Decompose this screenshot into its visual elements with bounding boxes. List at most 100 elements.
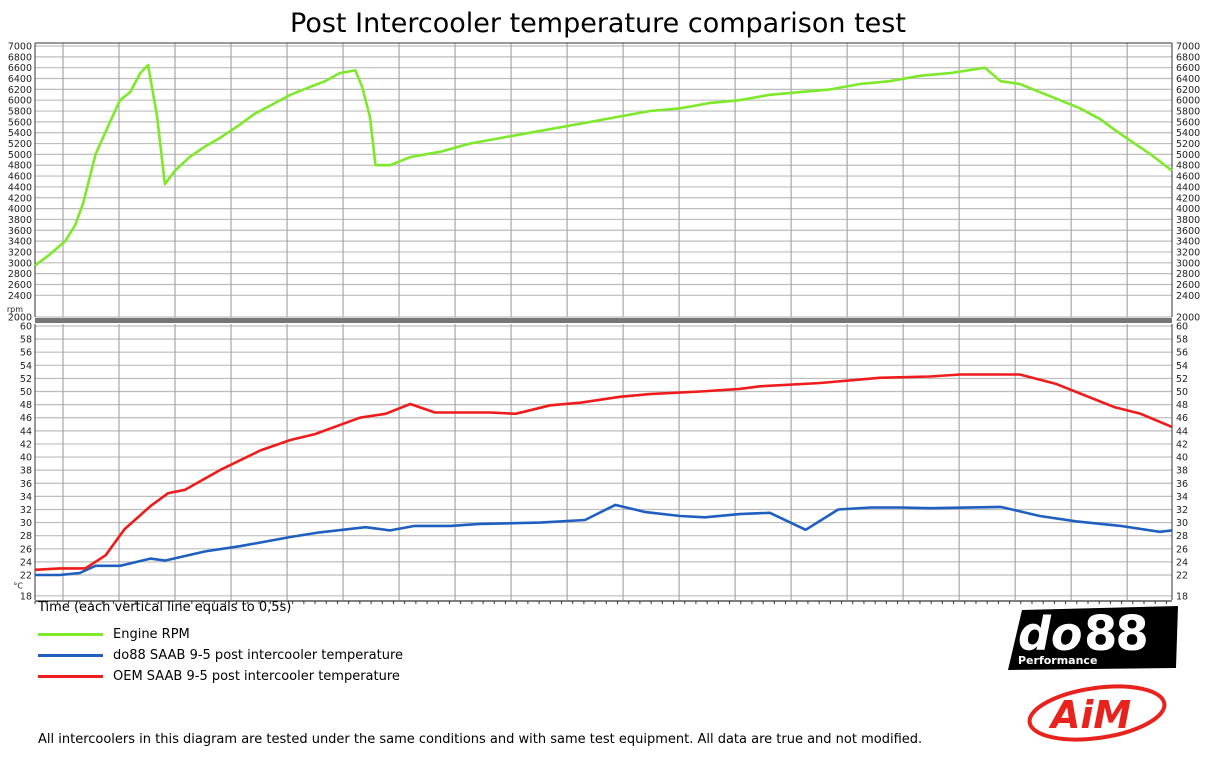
y-tick-label-left: 60 (20, 322, 32, 333)
y-tick-label-left: 2800 (8, 269, 32, 280)
y-tick-label-right: 22 (1176, 571, 1188, 582)
y-tick-label-right: 5800 (1176, 107, 1200, 118)
legend-label: do88 SAAB 9-5 post intercooler temperatu… (113, 648, 404, 663)
y-tick-label-left: 5800 (8, 107, 32, 118)
y-tick-label-right: 5200 (1176, 139, 1200, 150)
y-tick-label-right: 48 (1176, 400, 1188, 411)
y-tick-label-left: 7000 (8, 42, 32, 53)
legend-item-oem: OEM SAAB 9-5 post intercooler temperatur… (38, 666, 403, 687)
y-tick-label-right: 54 (1176, 361, 1188, 372)
legend-item-do88: do88 SAAB 9-5 post intercooler temperatu… (38, 645, 403, 666)
y-tick-label-left: 50 (20, 387, 32, 398)
y-tick-label-right: 32 (1176, 505, 1188, 516)
y-tick-label-right: 3000 (1176, 258, 1200, 269)
legend-swatch (38, 675, 103, 678)
y-tick-label-left: 5600 (8, 117, 32, 128)
y-tick-label-right: 38 (1176, 466, 1188, 477)
y-tick-label-left: 5000 (8, 150, 32, 161)
y-tick-label-left: 6600 (8, 63, 32, 74)
y-tick-label-left: 40 (20, 453, 32, 464)
y-tick-label-left: 32 (20, 505, 32, 516)
y-tick-label-right: 6800 (1176, 52, 1200, 63)
y-tick-label-left: 3200 (8, 247, 32, 258)
svg-text:AiM: AiM (1048, 693, 1131, 737)
y-tick-label-left: 3800 (8, 215, 32, 226)
y-tick-label-right: 3200 (1176, 247, 1200, 258)
y-tick-label-right: 2800 (1176, 269, 1200, 280)
y-unit-label: rpm (7, 305, 23, 314)
svg-text:do: do (1018, 607, 1083, 661)
chart-title: Post Intercooler temperature comparison … (290, 8, 906, 39)
y-tick-label-right: 44 (1176, 426, 1188, 437)
y-tick-label-left: 24 (20, 557, 32, 568)
y-tick-label-right: 50 (1176, 387, 1188, 398)
y-tick-label-left: 42 (20, 439, 32, 450)
y-tick-label-left: 3600 (8, 226, 32, 237)
y-tick-label-left: 6200 (8, 85, 32, 96)
y-tick-label-left: 44 (20, 426, 32, 437)
y-tick-label-right: 28 (1176, 531, 1188, 542)
y-tick-label-right: 42 (1176, 439, 1188, 450)
svg-text:88: 88 (1084, 606, 1147, 662)
y-tick-label-right: 30 (1176, 518, 1188, 529)
y-tick-label-left: 6800 (8, 52, 32, 63)
y-tick-label-right: 56 (1176, 348, 1188, 359)
y-tick-label-left: 30 (20, 518, 32, 529)
aim-logo: AiM (1027, 684, 1167, 742)
y-tick-label-left: 2600 (8, 280, 32, 291)
legend-item-rpm: Engine RPM (38, 624, 403, 645)
y-tick-label-right: 46 (1176, 413, 1188, 424)
y-tick-label-right: 6600 (1176, 63, 1200, 74)
y-tick-label-right: 4200 (1176, 193, 1200, 204)
y-tick-label-left: 26 (20, 544, 32, 555)
y-tick-label-left: 52 (20, 374, 32, 385)
y-unit-label: °C (13, 581, 23, 590)
y-tick-label-left: 4400 (8, 182, 32, 193)
y-tick-label-left: 6400 (8, 74, 32, 85)
y-tick-label-right: 4400 (1176, 182, 1200, 193)
y-tick-label-left: 4200 (8, 193, 32, 204)
y-tick-label-right: 5400 (1176, 128, 1200, 139)
y-tick-label-right: 3800 (1176, 215, 1200, 226)
y-tick-label-right: 4800 (1176, 161, 1200, 172)
y-tick-label-left: 6000 (8, 96, 32, 107)
y-tick-label-right: 60 (1176, 322, 1188, 333)
y-tick-label-right: 26 (1176, 544, 1188, 555)
y-tick-label-left: 54 (20, 361, 32, 372)
y-tick-label-left: 4600 (8, 172, 32, 183)
y-tick-label-left: 4000 (8, 204, 32, 215)
y-tick-label-right: 40 (1176, 453, 1188, 464)
y-tick-label-right: 6200 (1176, 85, 1200, 96)
y-tick-label-left: 48 (20, 400, 32, 411)
y-tick-label-right: 5000 (1176, 150, 1200, 161)
y-tick-label-right: 2000 (1176, 313, 1200, 324)
x-axis-label: Time (each vertical line equals to 0,5s) (38, 600, 292, 615)
svg-text:Performance: Performance (1018, 654, 1097, 667)
y-tick-label-right: 4600 (1176, 172, 1200, 183)
panel-background (35, 324, 1172, 600)
panel-divider (35, 318, 1172, 323)
legend-swatch (38, 633, 103, 636)
y-tick-label-left: 3000 (8, 258, 32, 269)
y-tick-label-left: 2000 (8, 313, 32, 324)
y-tick-label-left: 46 (20, 413, 32, 424)
y-tick-label-left: 18 (20, 591, 32, 602)
y-tick-label-right: 4000 (1176, 204, 1200, 215)
y-tick-label-left: 34 (20, 492, 32, 503)
do88-logo: do 88 Performance (1008, 606, 1178, 670)
y-tick-label-left: 36 (20, 479, 32, 490)
y-tick-label-right: 3400 (1176, 237, 1200, 248)
series-line-oem-saab-9-5-post-intercooler-temperature (34, 373, 1173, 572)
y-tick-label-right: 2600 (1176, 280, 1200, 291)
y-tick-label-left: 56 (20, 348, 32, 359)
series-line-engine-rpm (34, 63, 1173, 267)
y-tick-label-right: 6400 (1176, 74, 1200, 85)
y-tick-label-right: 24 (1176, 557, 1188, 568)
y-tick-label-left: 58 (20, 335, 32, 346)
y-tick-label-left: 5400 (8, 128, 32, 139)
y-tick-label-left: 22 (20, 571, 32, 582)
footer-note: All intercoolers in this diagram are tes… (38, 732, 923, 747)
legend-swatch (38, 654, 103, 657)
y-tick-label-right: 3600 (1176, 226, 1200, 237)
legend: Engine RPM do88 SAAB 9-5 post intercoole… (38, 624, 403, 687)
